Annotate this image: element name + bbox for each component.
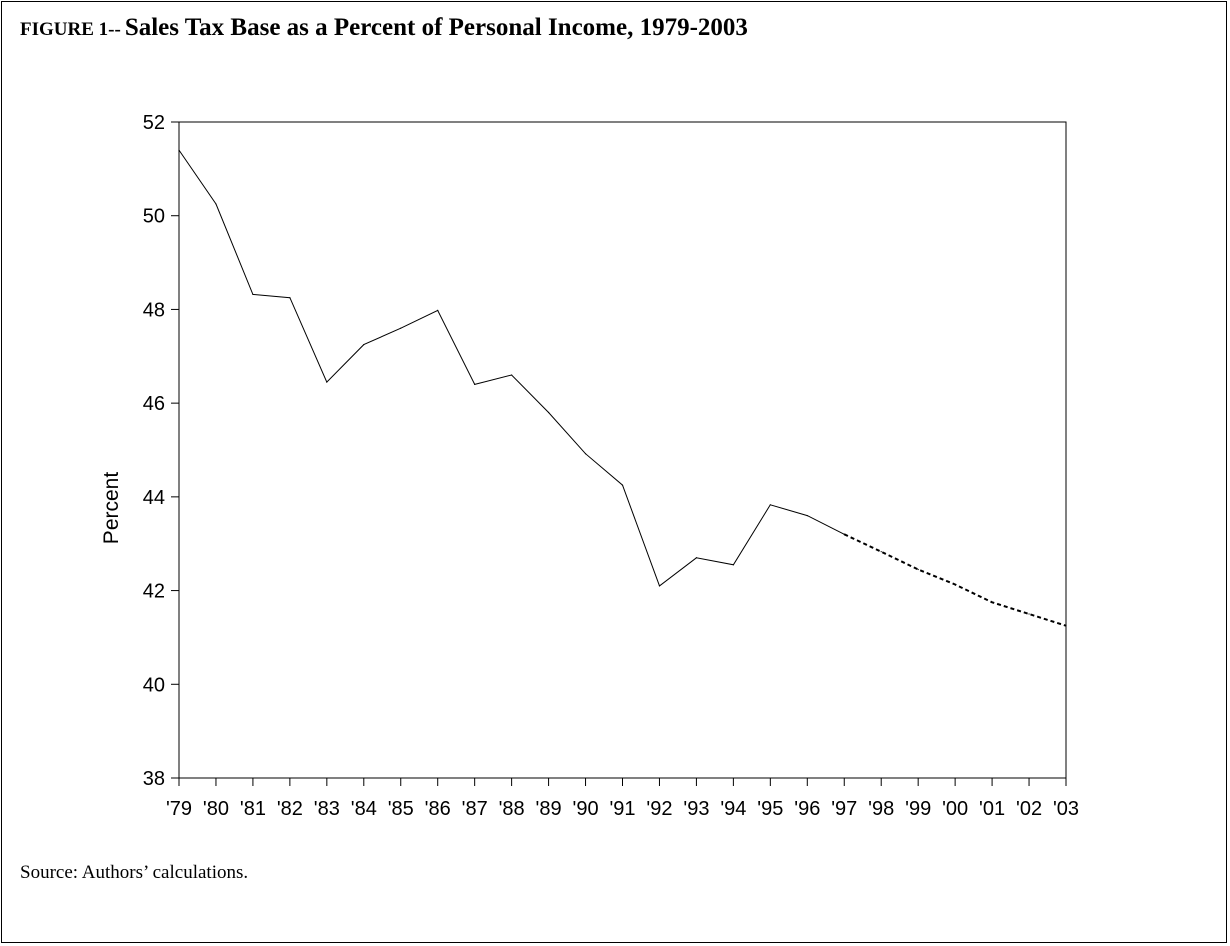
x-tick-label: '93: [683, 798, 709, 820]
x-tick-label: '82: [277, 798, 303, 820]
x-tick-label: '83: [314, 798, 340, 820]
data-point: [326, 381, 328, 383]
y-tick-label: 48: [143, 299, 165, 321]
x-tick-label: '91: [609, 798, 635, 820]
data-point: [732, 564, 734, 566]
x-tick-label: '97: [831, 798, 857, 820]
data-point: [621, 484, 624, 486]
x-tick-label: '03: [1053, 798, 1079, 820]
x-tick-label: '02: [1016, 798, 1042, 820]
data-point: [511, 374, 513, 376]
data-point: [843, 533, 845, 535]
x-tick-label: '00: [942, 798, 968, 820]
x-tick-label: '81: [240, 798, 266, 820]
x-tick-label: '01: [979, 798, 1005, 820]
data-point: [215, 203, 217, 205]
x-tick-label: '96: [794, 798, 820, 820]
data-point: [769, 504, 771, 506]
x-tick-label: '84: [351, 798, 377, 820]
series-line-actual: [178, 149, 845, 587]
y-tick-label: 52: [143, 112, 165, 134]
x-tick-label: '80: [203, 798, 229, 820]
data-point: [695, 557, 698, 559]
y-tick-label: 46: [143, 393, 165, 415]
y-tick-label: 42: [143, 581, 165, 603]
data-point: [252, 293, 254, 296]
data-point: [289, 297, 291, 299]
x-tick-label: '87: [462, 798, 488, 820]
y-tick-label: 44: [143, 487, 165, 509]
data-point: [437, 309, 439, 311]
x-tick-label: '94: [720, 798, 746, 820]
data-point: [954, 583, 956, 586]
x-tick-label: '88: [499, 798, 525, 820]
figure-title-text: Sales Tax Base as a Percent of Personal …: [124, 14, 748, 41]
data-point: [178, 149, 180, 151]
data-point: [474, 383, 476, 385]
data-point: [991, 601, 993, 603]
y-axis-ticks: 38 40 42 44 46 48 50 52: [143, 112, 179, 790]
plot-area-border: [178, 121, 1067, 779]
x-tick-label: '85: [388, 798, 414, 820]
data-point: [880, 551, 882, 553]
source-note: Source: Authors’ calculations.: [20, 862, 249, 883]
x-tick-label: '95: [757, 798, 783, 820]
x-axis-ticks: '79 '80 '81 '82 '83 '84 '85 '86 '87 '88 '89 '90 '91 '…: [166, 778, 1079, 820]
x-tick-label: '92: [646, 798, 672, 820]
data-point: [658, 585, 661, 587]
data-point: [584, 453, 587, 455]
x-tick-label: '98: [868, 798, 894, 820]
data-point: [806, 515, 808, 517]
figure-title: FIGURE 1-- Sales Tax Base as a Percent o…: [20, 14, 748, 42]
x-tick-label: '86: [425, 798, 451, 820]
chart-axes: [178, 121, 1067, 779]
y-tick-label: 50: [143, 206, 165, 228]
data-point: [1065, 625, 1067, 627]
data-point: [363, 343, 365, 346]
x-tick-label: '99: [905, 798, 931, 820]
series-lines: [178, 149, 1067, 627]
y-tick-label: 38: [143, 768, 165, 790]
figure-label: FIGURE 1--: [20, 19, 121, 40]
x-tick-label: '90: [573, 798, 599, 820]
data-point: [400, 327, 402, 329]
series-line-projected: [843, 533, 1067, 627]
x-tick-label: '79: [166, 798, 192, 820]
data-point: [917, 568, 919, 571]
x-tick-label: '89: [536, 798, 562, 820]
y-tick-label: 40: [143, 674, 165, 696]
data-point: [1028, 613, 1030, 615]
data-point: [547, 411, 550, 414]
y-axis-label: Percent: [100, 472, 123, 545]
